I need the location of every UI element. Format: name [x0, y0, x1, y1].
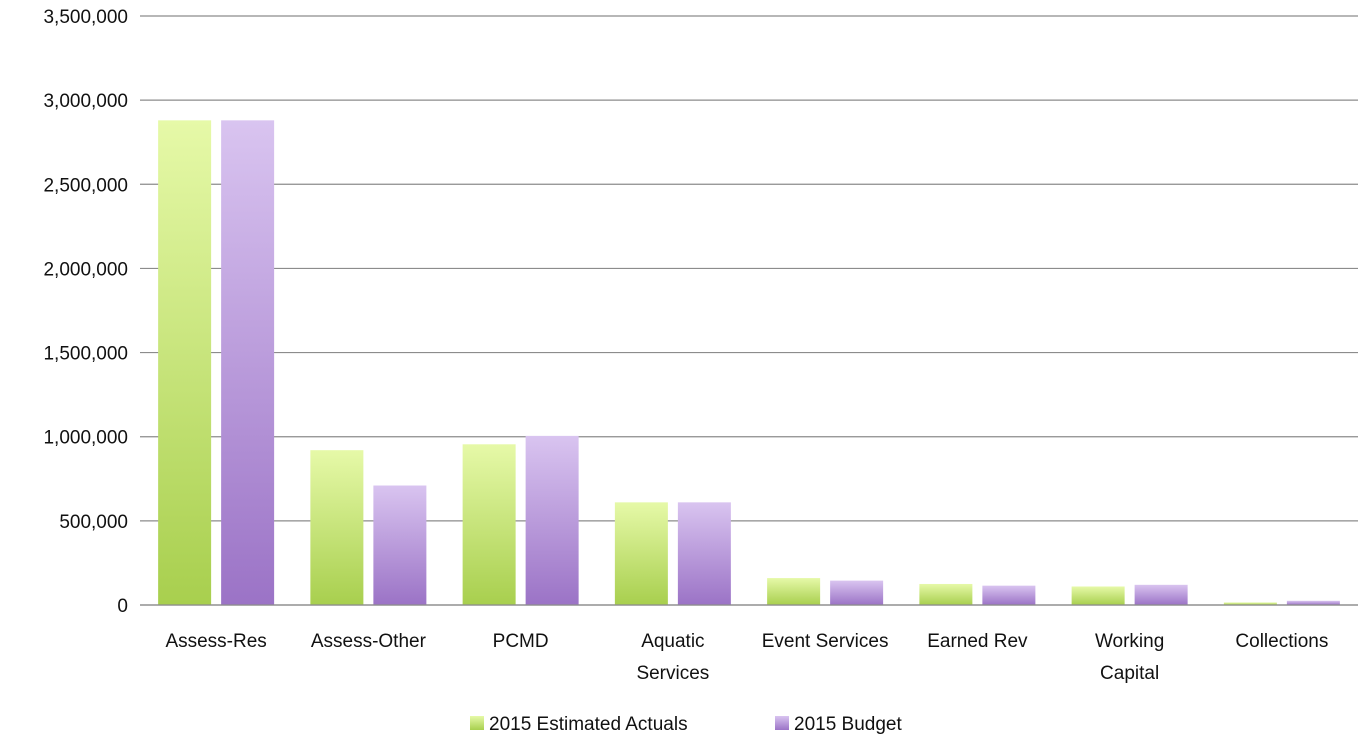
y-tick-label: 1,500,000	[43, 344, 128, 365]
bar	[1223, 602, 1277, 605]
y-tick-label: 500,000	[59, 512, 128, 533]
x-tick-label: Event Services	[762, 631, 889, 652]
y-tick-label: 2,500,000	[43, 175, 128, 196]
bar	[221, 120, 275, 605]
bar	[310, 450, 364, 605]
x-tick-label: Assess-Other	[311, 631, 427, 652]
x-tick-label: Assess-Res	[165, 631, 266, 652]
y-tick-label: 3,000,000	[43, 91, 128, 112]
bar	[767, 578, 821, 605]
x-tick-label: Aquatic Services	[636, 631, 709, 684]
x-tick-label: Earned Rev	[927, 631, 1028, 652]
bars	[158, 120, 1340, 605]
y-tick-label: 3,500,000	[43, 7, 128, 28]
bar	[462, 444, 516, 605]
bar	[677, 502, 731, 605]
legend-label: 2015 Budget	[794, 714, 902, 735]
legend-label: 2015 Estimated Actuals	[489, 714, 688, 735]
y-tick-label: 2,000,000	[43, 259, 128, 280]
bar	[919, 583, 973, 605]
x-axis: Assess-Res Assess-Other PCMD Aquatic Service…	[140, 604, 1358, 684]
legend: 2015 Estimated Actuals 2015 Budget	[470, 714, 902, 735]
x-tick-label: PCMD	[493, 631, 549, 652]
legend-swatch	[470, 716, 484, 730]
bar	[1286, 600, 1340, 605]
bar	[158, 120, 212, 605]
bar	[614, 502, 668, 605]
legend-swatch	[775, 716, 789, 730]
bar	[525, 435, 579, 605]
x-tick-label: Collections	[1235, 631, 1328, 652]
y-tick-label: 1,000,000	[43, 428, 128, 449]
x-tick-label: Working Capital	[1095, 631, 1164, 684]
y-axis: 0 500,000 1,000,000 1,500,000 2,000,000 2,500…	[43, 7, 128, 617]
bar	[373, 485, 427, 605]
bar	[982, 585, 1036, 605]
y-tick-label: 0	[117, 596, 128, 617]
bar	[830, 580, 884, 605]
bar	[1071, 586, 1125, 605]
bar	[1134, 584, 1188, 605]
